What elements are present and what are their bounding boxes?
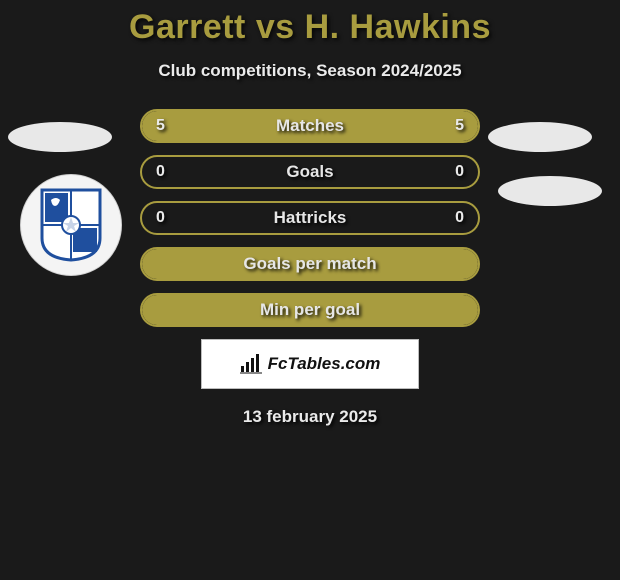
stat-label: Min per goal: [142, 295, 478, 325]
brand-label: FcTables.com: [268, 354, 381, 374]
stat-row: Goals0 0: [140, 155, 480, 189]
club-badge-left: [20, 174, 122, 276]
stat-label: Hattricks: [142, 203, 478, 233]
stat-value-right: 0: [455, 203, 464, 233]
page-subtitle: Club competitions, Season 2024/2025: [0, 61, 620, 81]
stat-value-left: 5: [156, 111, 165, 141]
stat-value-left: 0: [156, 203, 165, 233]
stat-value-right: 0: [455, 157, 464, 187]
stat-value-left: 0: [156, 157, 165, 187]
player-left-avatar: [8, 122, 112, 152]
page-title: Garrett vs H. Hawkins: [0, 0, 620, 47]
comparison-card: Garrett vs H. Hawkins Club competitions,…: [0, 0, 620, 580]
stat-label: Goals: [142, 157, 478, 187]
stat-label: Matches: [142, 111, 478, 141]
stat-row: Goals per match: [140, 247, 480, 281]
stat-label: Goals per match: [142, 249, 478, 279]
stat-value-right: 5: [455, 111, 464, 141]
club-shield-icon: [40, 188, 102, 262]
player-right-avatar-2: [498, 176, 602, 206]
bar-chart-icon: [240, 354, 262, 374]
player-right-avatar-1: [488, 122, 592, 152]
stat-row: Matches5 5: [140, 109, 480, 143]
brand-box[interactable]: FcTables.com: [201, 339, 419, 389]
stat-row: Min per goal: [140, 293, 480, 327]
date-label: 13 february 2025: [0, 407, 620, 427]
stat-row: Hattricks0 0: [140, 201, 480, 235]
